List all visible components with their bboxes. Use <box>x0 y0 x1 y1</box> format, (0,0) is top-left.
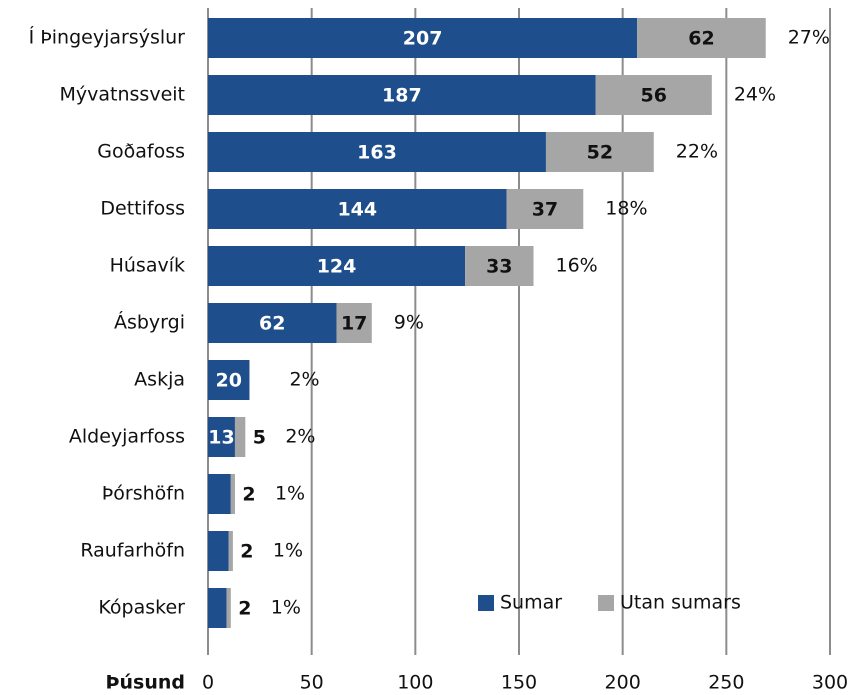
data-label: 62 <box>259 313 285 335</box>
share-label: 1% <box>273 540 303 562</box>
data-label: 13 <box>208 427 234 449</box>
data-label: 144 <box>337 199 377 221</box>
data-label: 9 <box>234 598 247 620</box>
bar-segment <box>208 588 227 628</box>
bar-segment <box>208 132 546 172</box>
bar-segment <box>595 75 712 115</box>
bar-segment <box>506 189 584 229</box>
data-label: 56 <box>641 85 667 107</box>
share-label: 1% <box>275 483 305 505</box>
bar-segment <box>465 246 534 286</box>
bar-segment <box>208 531 229 571</box>
share-label: 22% <box>676 141 718 163</box>
y-tick-label: Askja <box>134 369 185 391</box>
legend-swatch <box>598 595 614 611</box>
x-tick-label: 50 <box>300 672 324 694</box>
data-label: 20 <box>216 370 242 392</box>
y-tick-label: Raufarhöfn <box>80 540 185 562</box>
bar-segment <box>208 303 337 343</box>
legend-swatch <box>478 595 494 611</box>
share-label: 24% <box>734 84 776 106</box>
data-label: 207 <box>403 28 443 50</box>
bar-segment <box>230 474 235 514</box>
y-tick-label: Húsavík <box>110 255 185 277</box>
x-tick-label: 300 <box>812 672 848 694</box>
bar-segment <box>208 246 466 286</box>
data-label: 124 <box>317 256 357 278</box>
bar-segment <box>336 303 372 343</box>
bar-segment <box>226 588 231 628</box>
data-label: 37 <box>532 199 558 221</box>
data-label: 187 <box>382 85 422 107</box>
y-tick-label: Í Þingeyjarsýslur <box>29 26 186 49</box>
data-label: 62 <box>688 28 714 50</box>
bar-segment <box>208 417 235 457</box>
data-label: 2 <box>240 541 253 563</box>
x-tick-label: 150 <box>501 672 537 694</box>
data-label: 17 <box>341 313 367 335</box>
share-label: 27% <box>788 27 830 49</box>
bar-segment <box>234 417 246 457</box>
data-label: 5 <box>253 427 266 449</box>
share-label: 2% <box>285 426 315 448</box>
bar-segment <box>208 474 231 514</box>
data-label: 10 <box>230 541 256 563</box>
data-label: 2 <box>242 484 255 506</box>
bar-segment <box>208 360 250 400</box>
bar-segment <box>208 75 596 115</box>
x-tick-label: 100 <box>397 672 433 694</box>
bar-segment <box>228 531 233 571</box>
share-label: 16% <box>556 255 598 277</box>
x-tick-label: 0 <box>202 672 214 694</box>
data-label: 52 <box>587 142 613 164</box>
y-tick-label: Aldeyjarfoss <box>69 426 185 448</box>
y-tick-label: Mývatnssveit <box>60 84 185 106</box>
y-tick-label: Goðafoss <box>97 141 185 163</box>
y-tick-label: Þórshöfn <box>102 483 185 505</box>
x-tick-label: 200 <box>605 672 641 694</box>
data-label: 33 <box>486 256 512 278</box>
data-label: 163 <box>357 142 397 164</box>
share-label: 9% <box>394 312 424 334</box>
x-tick-label: 250 <box>708 672 744 694</box>
legend-label: Utan sumars <box>620 592 741 614</box>
share-label: 1% <box>271 597 301 619</box>
data-label: 11 <box>232 484 258 506</box>
share-label: 2% <box>289 369 319 391</box>
x-axis-label: Þúsund <box>105 672 185 694</box>
data-label: 2 <box>238 598 251 620</box>
legend-label: Sumar <box>500 592 562 614</box>
bar-segment <box>208 18 638 58</box>
share-label: 18% <box>605 198 647 220</box>
y-tick-label: Kópasker <box>98 597 185 619</box>
bar-segment <box>637 18 766 58</box>
bar-segment <box>208 189 507 229</box>
bar-segment <box>545 132 654 172</box>
y-tick-label: Dettifoss <box>100 198 185 220</box>
y-tick-label: Ásbyrgi <box>114 311 185 334</box>
